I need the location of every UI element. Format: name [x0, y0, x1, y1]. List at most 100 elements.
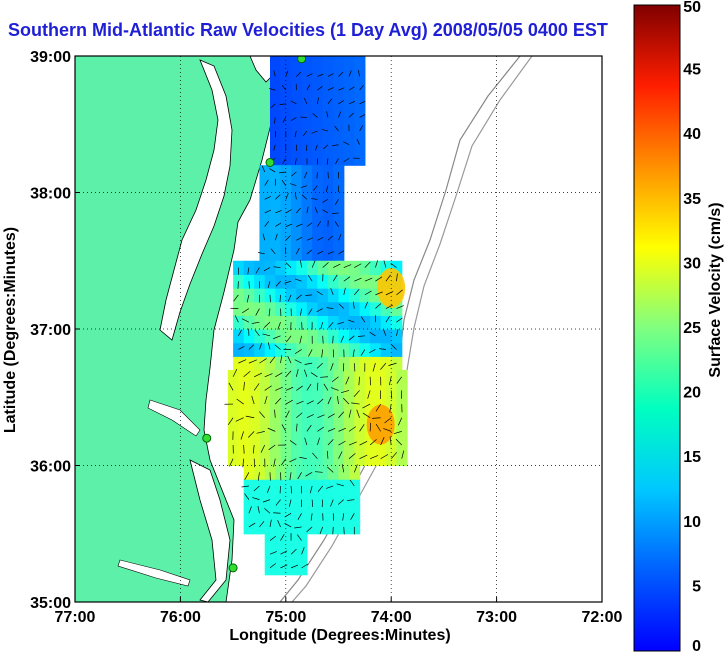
velocity-arrow — [327, 251, 334, 255]
x-tick-label: 76:00 — [160, 609, 201, 626]
velocity-cell — [280, 424, 292, 439]
velocity-arrow — [227, 417, 234, 425]
velocity-arrow — [257, 505, 260, 514]
velocity-arrow — [401, 450, 405, 459]
chesapeake-bay — [159, 59, 233, 341]
velocity-cell — [269, 206, 282, 221]
velocity-cell — [322, 124, 334, 139]
velocity-cell — [370, 329, 382, 344]
velocity-arrow — [306, 249, 313, 255]
colorbar-tick-label: 40 — [683, 126, 701, 143]
velocity-arrow — [375, 276, 383, 282]
velocity-cell — [296, 533, 308, 548]
velocity-cell — [264, 260, 276, 275]
velocity-arrow — [327, 235, 333, 241]
velocity-cell — [259, 219, 271, 235]
velocity-arrow — [343, 264, 352, 268]
velocity-cell — [333, 438, 345, 453]
velocity-cell — [343, 83, 355, 98]
velocity-cell — [343, 424, 355, 439]
velocity-cell — [285, 520, 297, 535]
velocity-arrow — [289, 440, 297, 446]
velocity-arrow — [354, 288, 360, 296]
velocity-cell — [243, 479, 255, 494]
velocity-cell — [269, 383, 282, 398]
velocity-cell — [227, 397, 239, 412]
velocity-arrow — [264, 395, 268, 405]
velocity-cell — [233, 315, 245, 330]
velocity-cell — [349, 301, 361, 316]
velocity-arrow — [317, 86, 323, 91]
velocity-cell — [301, 219, 313, 235]
velocity-arrow — [253, 383, 260, 391]
velocity-arrow — [281, 458, 287, 466]
velocity-arrow — [307, 275, 313, 282]
velocity-cell — [275, 342, 287, 357]
velocity-arrow — [288, 294, 292, 302]
velocity-cell — [296, 506, 308, 521]
velocity-cell — [370, 315, 382, 330]
velocity-cell — [380, 315, 392, 330]
velocity-cell — [291, 247, 303, 262]
velocity-arrow — [229, 458, 234, 467]
colorbar — [633, 4, 681, 652]
velocity-arrow — [251, 321, 260, 324]
velocity-cell — [359, 301, 371, 316]
velocity-cell — [317, 465, 329, 480]
velocity-arrow — [317, 398, 324, 405]
velocity-arrow — [398, 417, 403, 426]
velocity-arrow — [287, 355, 292, 364]
velocity-arrow — [255, 267, 260, 274]
velocity-arrow — [331, 376, 339, 383]
velocity-cell — [333, 369, 345, 385]
velocity-cell — [370, 356, 382, 371]
velocity-arrow — [316, 362, 323, 369]
velocity-arrow — [296, 412, 303, 418]
velocity-cell — [375, 451, 387, 467]
velocity-arrow — [348, 426, 356, 432]
velocity-cell — [238, 410, 250, 426]
velocity-cell — [248, 410, 261, 426]
velocity-cell — [264, 492, 276, 508]
velocity-arrow — [317, 250, 324, 255]
colorbar-tick-label: 35 — [683, 191, 701, 208]
velocity-arrow — [322, 209, 329, 214]
velocity-arrow — [325, 185, 329, 192]
velocity-cell — [317, 315, 329, 330]
velocity-cell — [370, 342, 382, 357]
velocity-arrow — [356, 409, 360, 418]
x-tick-label: 77:00 — [55, 609, 96, 626]
velocity-cell — [343, 124, 355, 139]
velocity-cell — [322, 96, 334, 112]
velocity-arrow — [326, 485, 334, 489]
velocity-arrow — [327, 396, 332, 405]
velocity-arrow — [275, 280, 281, 287]
velocity-cell — [301, 206, 313, 221]
velocity-arrow — [322, 199, 329, 203]
velocity-arrow — [288, 499, 292, 507]
velocity-cell — [254, 301, 266, 316]
velocity-cell — [312, 369, 324, 385]
velocity-arrow — [364, 277, 373, 282]
velocity-cell — [343, 410, 355, 426]
velocity-arrow — [338, 111, 341, 118]
velocity-arrow — [393, 431, 402, 434]
velocity-cell — [233, 288, 245, 303]
velocity-arrow — [364, 261, 371, 268]
velocity-arrow — [359, 114, 366, 118]
velocity-cell — [275, 356, 287, 371]
velocity-cell — [343, 369, 355, 385]
velocity-arrow — [321, 129, 329, 132]
velocity-cell — [343, 451, 355, 467]
velocity-arrow — [306, 400, 314, 405]
velocity-arrow — [359, 424, 365, 432]
velocity-arrow — [327, 466, 334, 473]
velocity-arrow — [380, 437, 385, 446]
velocity-arrow — [341, 464, 345, 473]
velocity-cell — [248, 369, 261, 385]
velocity-arrow — [260, 444, 266, 453]
velocity-cell — [327, 465, 340, 480]
velocity-arrow — [305, 294, 313, 296]
velocity-arrow — [235, 417, 244, 422]
velocity-cell — [343, 438, 355, 453]
